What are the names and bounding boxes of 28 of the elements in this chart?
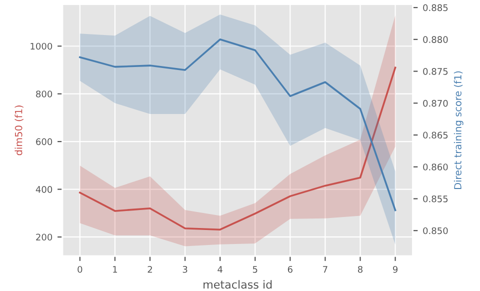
- x-tick-label: 7: [323, 266, 328, 273]
- x-axis-title: metaclass id: [204, 280, 272, 289]
- x-tick-label: 2: [148, 266, 152, 273]
- x-tick-label: 8: [358, 266, 362, 273]
- x-tick-label: 4: [218, 266, 222, 273]
- y-tick-label: 400: [36, 186, 52, 193]
- y2-tick-label: 0.855: [423, 195, 448, 202]
- y-tick-label: 200: [36, 234, 52, 241]
- x-tick-label: 5: [252, 266, 258, 273]
- y2-tick-label: 0.865: [423, 132, 448, 139]
- x-tick-label: 3: [182, 266, 188, 273]
- y-axis-title: dim50 (f1): [14, 106, 24, 156]
- y2-axis-title: Direct training score (f1): [454, 71, 464, 189]
- y2-tick-label: 0.875: [423, 68, 448, 75]
- y2-tick-label: 0.885: [423, 4, 448, 12]
- x-tick-label: 0: [78, 266, 82, 273]
- x-tick-label: 9: [392, 266, 398, 273]
- x-tick-label: 1: [113, 266, 117, 273]
- y-tick-label: 1000: [30, 42, 52, 50]
- y-tick-label: 800: [36, 90, 52, 98]
- x-tick-label: 6: [288, 266, 292, 273]
- y2-tick-label: 0.850: [423, 227, 448, 234]
- y2-tick-label: 0.870: [423, 100, 448, 107]
- y2-tick-label: 0.880: [423, 36, 448, 43]
- y-tick-label: 600: [36, 138, 52, 146]
- y2-tick-label: 0.860: [423, 164, 448, 170]
- line-series: [79, 38, 396, 212]
- line-series: [79, 66, 396, 230]
